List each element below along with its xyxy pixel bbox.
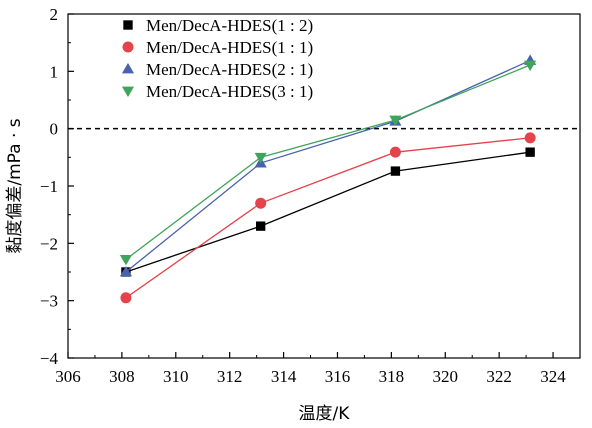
y-tick-label: 1 (50, 62, 59, 81)
data-point (255, 221, 266, 231)
series-layer (119, 54, 537, 304)
y-tick-label: 2 (50, 5, 59, 24)
legend-label: Men/DecA-HDES(1 : 2) (146, 16, 313, 35)
y-tick-label: −3 (40, 292, 58, 311)
data-point (119, 265, 132, 277)
legend-label: Men/DecA-HDES(2 : 1) (146, 60, 313, 79)
data-point (119, 254, 132, 266)
y-tick-label: 0 (50, 120, 59, 139)
series-line (125, 151, 531, 273)
x-tick-label: 316 (325, 367, 351, 386)
legend-item-2: Men/DecA-HDES(1 : 1) (122, 38, 313, 57)
data-point (390, 166, 401, 176)
plot-frame (67, 13, 581, 359)
legend-marker (121, 62, 135, 74)
legend-item-4: Men/DecA-HDES(3 : 1) (121, 82, 313, 101)
data-point (524, 60, 537, 72)
axes-layer: 306 308 310 312 314 316 318 320 322 324 −4 −3 −2 −1 0 1… (40, 5, 581, 386)
legend-item-3: Men/DecA-HDES(2 : 1) (121, 60, 313, 79)
series-line (125, 59, 531, 273)
legend-marker (123, 20, 133, 30)
data-point (524, 132, 536, 144)
legend-item-1: Men/DecA-HDES(1 : 2) (123, 16, 313, 35)
x-tick-label: 310 (163, 367, 189, 386)
legend-label: Men/DecA-HDES(1 : 1) (146, 38, 313, 57)
x-axis-label: 温度/K (299, 404, 351, 424)
legend-label: Men/DecA-HDES(3 : 1) (146, 82, 313, 101)
x-tick-label: 318 (379, 367, 405, 386)
series-2 (120, 132, 536, 304)
data-point (120, 292, 132, 304)
y-tick-label: −1 (40, 177, 58, 196)
data-point (254, 152, 267, 164)
x-tick-label: 308 (109, 367, 135, 386)
legend-marker (122, 41, 134, 53)
data-point (255, 197, 267, 209)
series-4 (119, 60, 537, 266)
series-line (125, 137, 531, 299)
legend: Men/DecA-HDES(1 : 2) Men/DecA-HDES(1 : 1)… (121, 16, 313, 101)
x-tick-label: 306 (55, 367, 81, 386)
data-point (525, 147, 535, 157)
x-tick-label: 320 (433, 367, 459, 386)
data-point (389, 146, 401, 158)
y-tick-label: −4 (40, 349, 59, 368)
y-axis-label: 黏度偏差/mPa · s (5, 118, 25, 253)
y-tick-label: −2 (40, 234, 58, 253)
data-point (389, 115, 402, 127)
x-tick-label: 314 (271, 367, 297, 386)
x-tick-label: 324 (540, 367, 566, 386)
legend-marker (121, 86, 135, 98)
series-line (125, 64, 531, 260)
x-tick-label: 322 (486, 367, 512, 386)
x-tick-label: 312 (217, 367, 243, 386)
